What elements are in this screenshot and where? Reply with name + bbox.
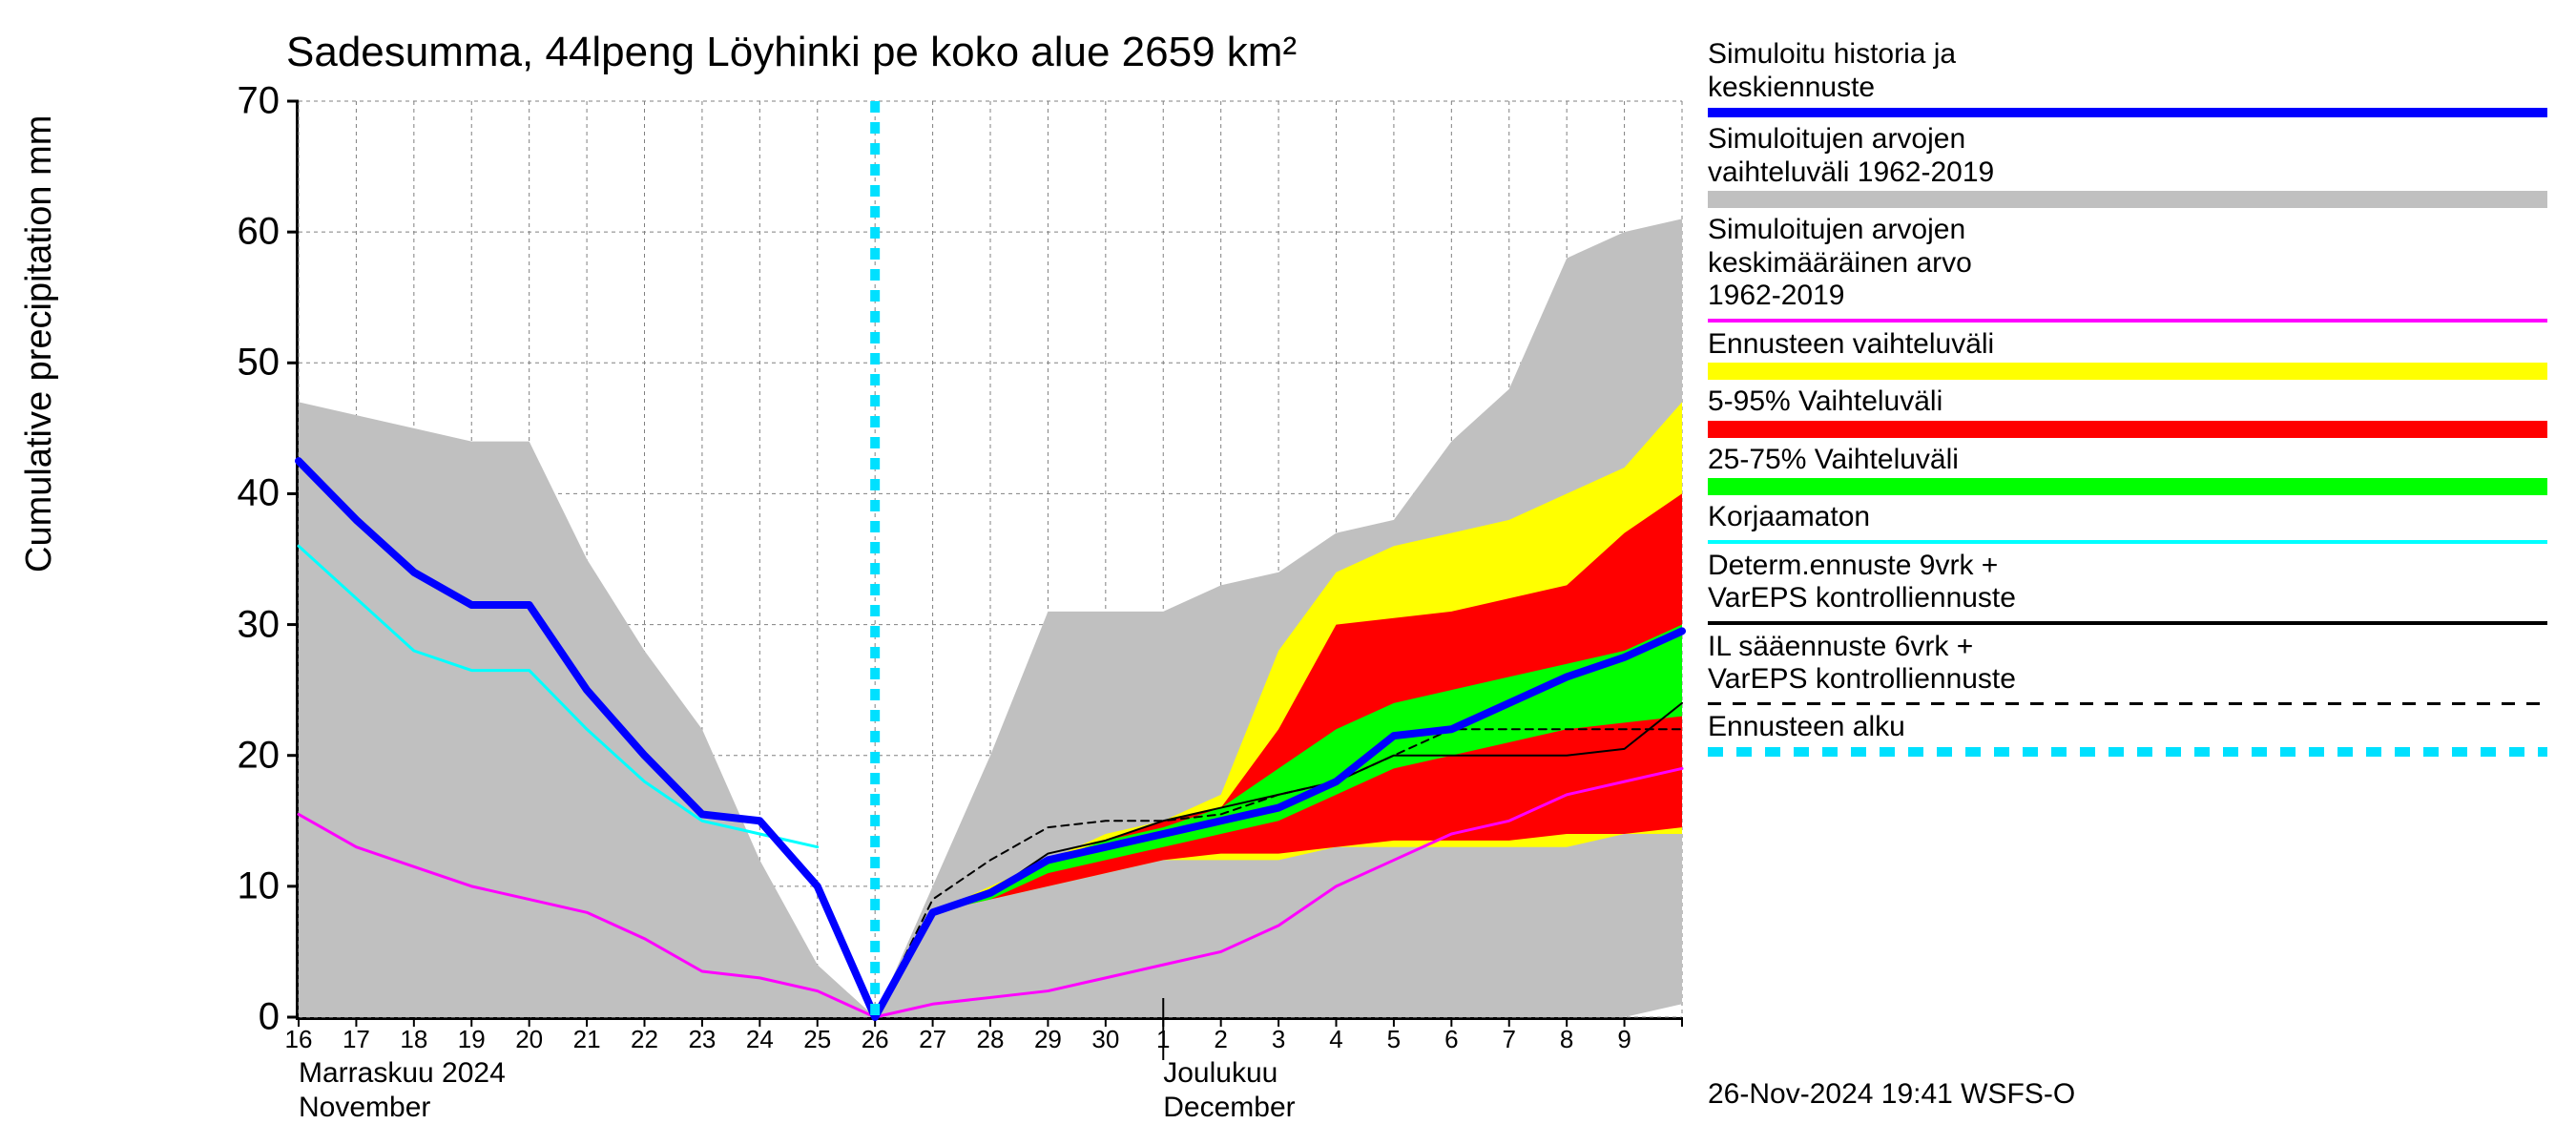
legend-item: Simuloitujen arvojenkeskimääräinen arvo … bbox=[1708, 214, 2547, 323]
x-tick-label: 3 bbox=[1272, 1025, 1285, 1054]
x-tick-label: 19 bbox=[458, 1025, 486, 1054]
legend-swatch bbox=[1708, 108, 2547, 117]
legend-item: Ennusteen alku bbox=[1708, 711, 2547, 758]
legend-item: Ennusteen vaihteluväli bbox=[1708, 328, 2547, 381]
y-tick-label: 10 bbox=[238, 864, 280, 907]
legend-label: Simuloitujen arvojen bbox=[1708, 123, 2547, 156]
legend-swatch bbox=[1708, 540, 2547, 544]
x-tick-label: 29 bbox=[1034, 1025, 1062, 1054]
x-tick-label: 7 bbox=[1503, 1025, 1516, 1054]
legend-label: Ennusteen vaihteluväli bbox=[1708, 328, 2547, 362]
plot-svg bbox=[299, 101, 1682, 1017]
legend-item: Determ.ennuste 9vrk +VarEPS kontrollienn… bbox=[1708, 550, 2547, 625]
x-tick-label: 1 bbox=[1156, 1025, 1170, 1054]
legend-swatch bbox=[1708, 702, 2547, 705]
legend-label: 25-75% Vaihteluväli bbox=[1708, 444, 2547, 477]
legend-swatch bbox=[1708, 478, 2547, 495]
legend-item: Korjaamaton bbox=[1708, 501, 2547, 544]
legend-swatch bbox=[1708, 191, 2547, 208]
x-tick-label: 8 bbox=[1560, 1025, 1573, 1054]
x-tick-label: 18 bbox=[400, 1025, 427, 1054]
legend-item: IL sääennuste 6vrk + VarEPS kontrollienn… bbox=[1708, 631, 2547, 705]
y-tick-label: 60 bbox=[238, 211, 280, 254]
legend-label: IL sääennuste 6vrk + bbox=[1708, 631, 2547, 664]
legend-item: Simuloitujen arvojenvaihteluväli 1962-20… bbox=[1708, 123, 2547, 208]
timestamp-label: 26-Nov-2024 19:41 WSFS-O bbox=[1708, 1078, 2075, 1111]
month-label: Joulukuu bbox=[1163, 1057, 1278, 1090]
legend-swatch bbox=[1708, 621, 2547, 625]
legend-item: 25-75% Vaihteluväli bbox=[1708, 444, 2547, 496]
legend-label: Simuloitujen arvojen bbox=[1708, 214, 2547, 247]
x-tick-label: 6 bbox=[1444, 1025, 1458, 1054]
x-tick-label: 23 bbox=[688, 1025, 716, 1054]
x-tick-label: 5 bbox=[1387, 1025, 1401, 1054]
y-tick-label: 30 bbox=[238, 603, 280, 646]
legend-swatch bbox=[1708, 363, 2547, 380]
y-tick-label: 20 bbox=[238, 734, 280, 777]
x-tick-label: 17 bbox=[343, 1025, 370, 1054]
legend-label: VarEPS kontrolliennuste bbox=[1708, 663, 2547, 697]
x-tick-label: 27 bbox=[919, 1025, 946, 1054]
legend-label: Determ.ennuste 9vrk + bbox=[1708, 550, 2547, 583]
x-tick-label: 28 bbox=[977, 1025, 1005, 1054]
plot-area: 0102030405060701617181920212223242526272… bbox=[296, 101, 1682, 1020]
month-label-en: November bbox=[299, 1092, 430, 1124]
legend-label: VarEPS kontrolliennuste bbox=[1708, 582, 2547, 615]
legend-label: keskimääräinen arvo bbox=[1708, 247, 2547, 281]
x-tick-label: 20 bbox=[515, 1025, 543, 1054]
legend-item: Simuloitu historia jakeskiennuste bbox=[1708, 38, 2547, 117]
y-tick-label: 40 bbox=[238, 472, 280, 515]
x-tick-label: 30 bbox=[1091, 1025, 1119, 1054]
legend: Simuloitu historia jakeskiennusteSimuloi… bbox=[1708, 38, 2547, 762]
chart-container: Cumulative precipitation mm Sadesumma, 4… bbox=[0, 0, 2576, 1145]
legend-label: Korjaamaton bbox=[1708, 501, 2547, 534]
legend-swatch bbox=[1708, 319, 2547, 323]
legend-swatch bbox=[1708, 747, 2547, 757]
month-label: Marraskuu 2024 bbox=[299, 1057, 506, 1090]
y-tick-label: 50 bbox=[238, 342, 280, 385]
month-label-en: December bbox=[1163, 1092, 1295, 1124]
legend-label: 5-95% Vaihteluväli bbox=[1708, 385, 2547, 419]
x-tick-label: 16 bbox=[285, 1025, 313, 1054]
y-tick-label: 0 bbox=[259, 996, 280, 1039]
legend-item: 5-95% Vaihteluväli bbox=[1708, 385, 2547, 438]
x-tick-label: 9 bbox=[1617, 1025, 1631, 1054]
legend-label: Ennusteen alku bbox=[1708, 711, 2547, 744]
legend-label: Simuloitu historia ja bbox=[1708, 38, 2547, 72]
x-tick-label: 26 bbox=[862, 1025, 889, 1054]
legend-swatch bbox=[1708, 421, 2547, 438]
x-tick-label: 22 bbox=[631, 1025, 658, 1054]
y-tick-label: 70 bbox=[238, 80, 280, 123]
chart-title: Sadesumma, 44lpeng Löyhinki pe koko alue… bbox=[286, 29, 1297, 76]
legend-label: 1962-2019 bbox=[1708, 280, 2547, 313]
legend-label: keskiennuste bbox=[1708, 72, 2547, 105]
x-tick-label: 21 bbox=[573, 1025, 601, 1054]
x-tick-label: 25 bbox=[803, 1025, 831, 1054]
legend-label: vaihteluväli 1962-2019 bbox=[1708, 156, 2547, 190]
x-tick-label: 4 bbox=[1329, 1025, 1342, 1054]
x-tick-label: 2 bbox=[1214, 1025, 1227, 1054]
x-tick-label: 24 bbox=[746, 1025, 774, 1054]
y-axis-label: Cumulative precipitation mm bbox=[19, 115, 60, 572]
